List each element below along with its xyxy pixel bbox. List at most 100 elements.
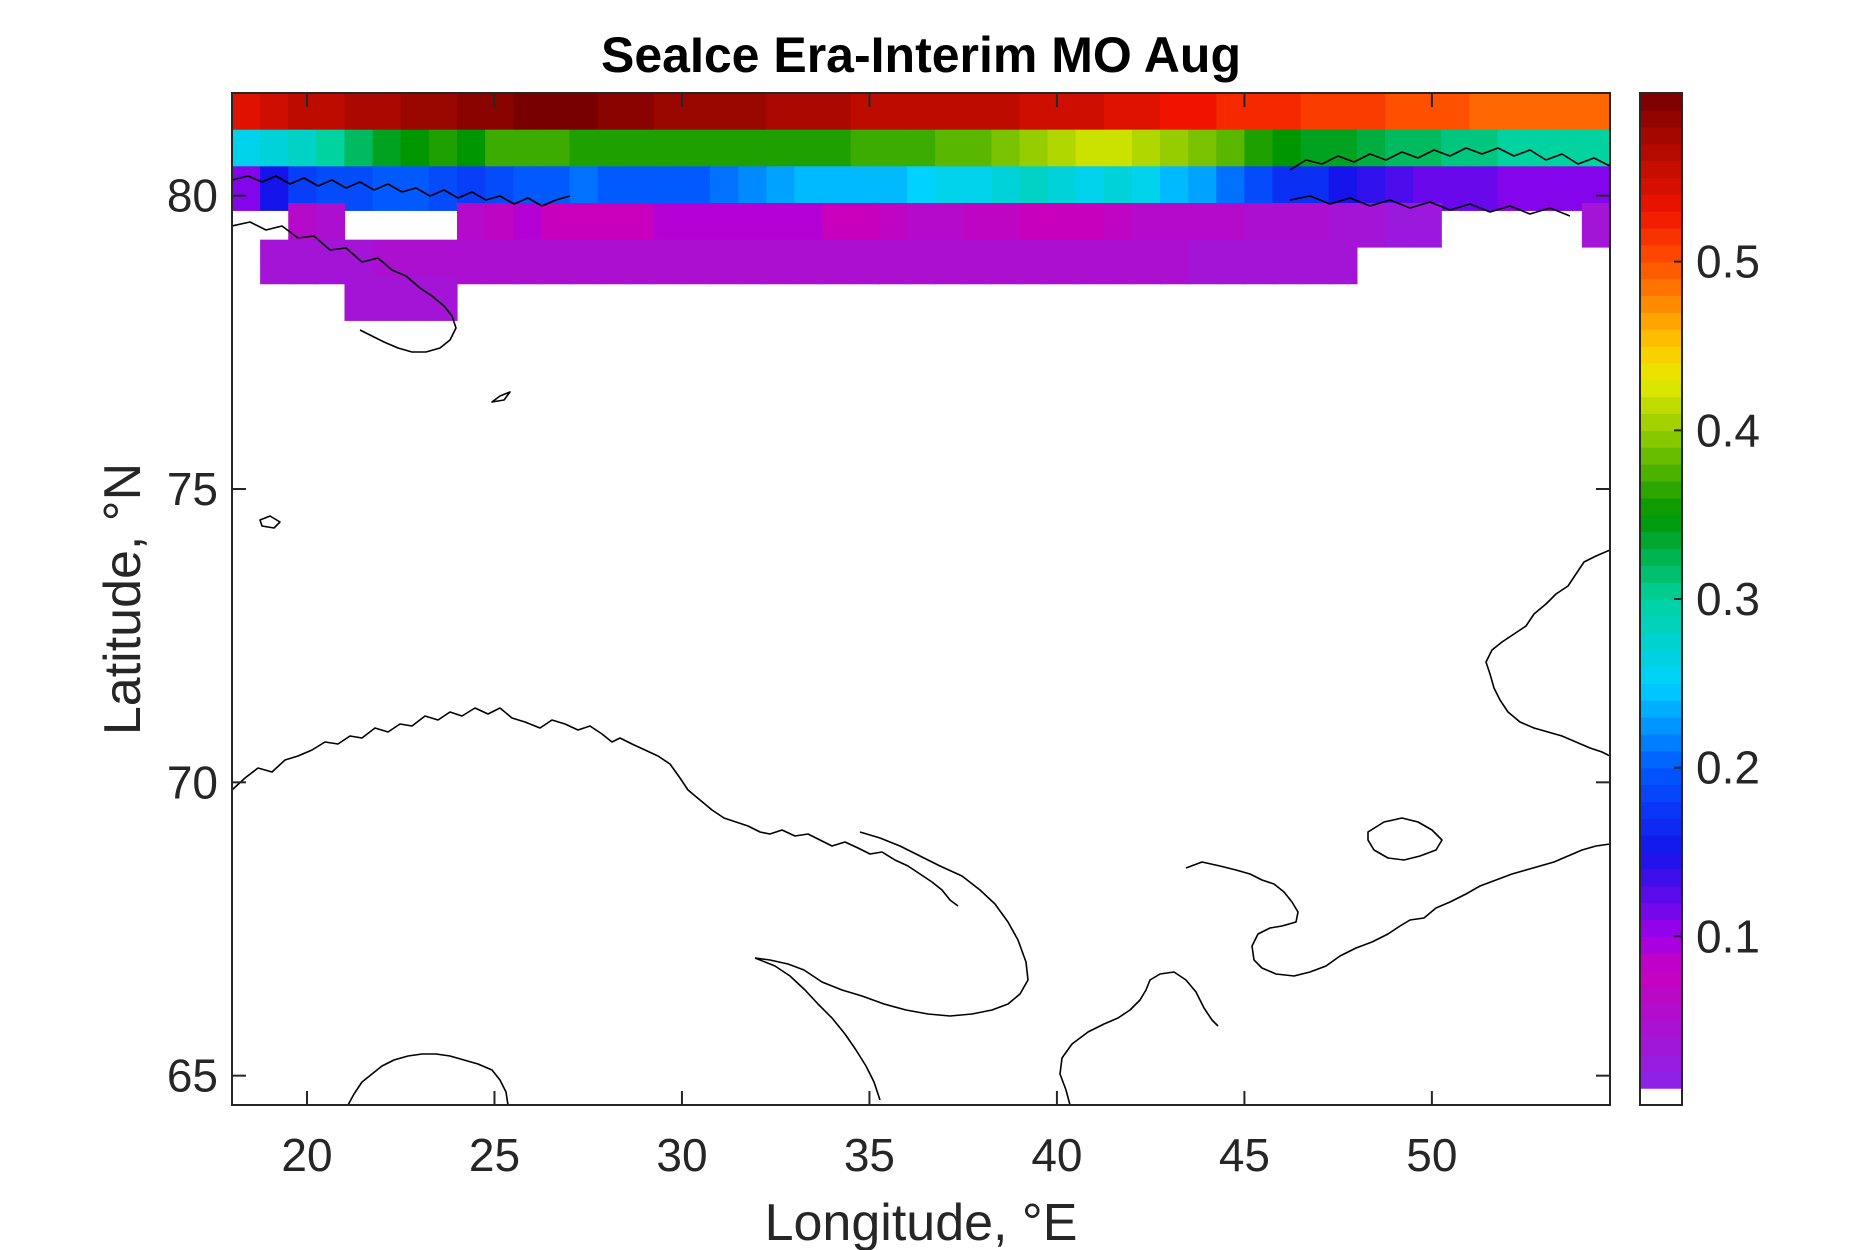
heatmap-cell: [232, 166, 261, 211]
colorbar-band: [1640, 868, 1682, 887]
chart-title: SeaIce Era-Interim MO Aug: [601, 27, 1241, 83]
colorbar-band: [1640, 548, 1682, 566]
heatmap-cell: [1413, 203, 1442, 248]
colorbar-band: [1640, 565, 1682, 583]
heatmap-cell: [1216, 239, 1246, 285]
colorbar-band: [1640, 430, 1682, 448]
colorbar-band: [1640, 835, 1682, 853]
colorbar-band: [1640, 109, 1682, 128]
coastline-layer: [232, 147, 1610, 1105]
heatmap-cell: [260, 239, 289, 285]
colorbar-band: [1640, 582, 1682, 600]
heatmap-cell: [569, 239, 599, 285]
colorbar-band: [1640, 1071, 1682, 1089]
y-tick-label: 75: [167, 463, 218, 515]
heatmap-cell: [653, 239, 683, 285]
heatmap-cell: [1047, 239, 1077, 285]
colorbar-band: [1640, 649, 1682, 668]
coastline-kola-peninsula: [754, 831, 1029, 1017]
heatmap-cell: [710, 239, 739, 285]
x-tick-label: 25: [469, 1129, 520, 1181]
heatmap-cell: [316, 239, 346, 285]
heatmap-cell: [1553, 166, 1583, 211]
heatmap-cell: [1019, 239, 1049, 285]
colorbar-band: [1640, 936, 1682, 954]
x-tick-label: 45: [1219, 1129, 1270, 1181]
heatmap-cell: [766, 239, 796, 285]
colorbar-band: [1640, 784, 1682, 802]
heatmap-cell: [625, 239, 655, 285]
colorbar-band: [1640, 1088, 1682, 1106]
colorbar-band: [1640, 295, 1682, 313]
y-axis-label: Latitude, °N: [94, 463, 152, 735]
heatmap-cell: [541, 239, 571, 285]
heatmap-cell: [428, 166, 458, 211]
colorbar-band: [1640, 396, 1682, 415]
heatmap-cell: [681, 239, 711, 285]
colorbar-band: [1640, 514, 1682, 533]
heatmap-cell: [372, 276, 402, 321]
colorbar-band: [1640, 531, 1682, 549]
colorbar-band: [1640, 919, 1682, 937]
colorbar-band: [1640, 497, 1682, 516]
heatmap-cell: [428, 276, 458, 321]
colorbar-band: [1640, 953, 1682, 971]
x-tick-label: 30: [656, 1129, 707, 1181]
colorbar-band: [1640, 885, 1682, 904]
x-tick-label: 40: [1031, 1129, 1082, 1181]
colorbar-band: [1640, 733, 1682, 752]
colorbar-band: [1640, 818, 1682, 836]
colorbar-band: [1640, 143, 1682, 162]
heatmap-cell: [456, 239, 486, 285]
heatmap-cell: [850, 239, 880, 285]
coastline-islet: [491, 391, 511, 403]
x-tick-label: 50: [1406, 1129, 1457, 1181]
x-axis-ticks: 20 25 30 35 40 45 50: [281, 93, 1457, 1181]
coastline-white-sea: [754, 957, 1219, 1105]
coastline-novaya-zemlya: [1485, 549, 1610, 757]
heatmap-cell: [1075, 239, 1105, 285]
y-tick-label: 80: [167, 170, 218, 222]
colorbar-band: [1640, 211, 1682, 229]
colorbar-tick-label: 0.5: [1696, 236, 1760, 288]
heatmap-cell: [935, 239, 964, 285]
heatmap-cell: [344, 166, 374, 211]
colorbar-tick-label: 0.2: [1696, 742, 1760, 794]
colorbar-band: [1640, 683, 1682, 701]
colorbar-band: [1640, 632, 1682, 651]
colorbar-tick-label: 0.4: [1696, 404, 1760, 456]
heatmap-cell: [1300, 239, 1330, 285]
y-tick-label: 70: [167, 756, 218, 808]
colorbar-band: [1640, 700, 1682, 718]
heatmap-cell: [1581, 203, 1610, 248]
heatmap-cell: [878, 239, 908, 285]
colorbar-band: [1640, 1037, 1682, 1055]
coastline-kolguev-island: [1367, 817, 1443, 861]
x-tick-label: 20: [281, 1129, 332, 1181]
heatmap-cell: [597, 239, 627, 285]
colorbar: 0.1 0.2 0.3 0.4 0.5: [1639, 92, 1760, 1106]
colorbar-band: [1640, 346, 1682, 364]
colorbar-band: [1640, 615, 1682, 634]
colorbar-band: [1640, 717, 1682, 735]
colorbar-band: [1640, 244, 1682, 263]
heatmap-cells: [232, 93, 1610, 321]
heatmap-cell: [794, 239, 824, 285]
heatmap-cell: [1131, 239, 1161, 285]
colorbar-band: [1640, 126, 1682, 145]
heatmap-cell: [738, 239, 767, 285]
heatmap-cell: [485, 239, 514, 285]
colorbar-band: [1640, 1054, 1682, 1072]
colorbar-band: [1640, 1003, 1682, 1022]
colorbar-tick-label: 0.1: [1696, 910, 1760, 962]
colorbar-band: [1640, 599, 1682, 617]
heatmap-cell: [1160, 239, 1189, 285]
colorbar-band: [1640, 278, 1682, 296]
colorbar-band: [1640, 362, 1682, 381]
heatmap-cell: [1244, 239, 1274, 285]
heatmap-cell: [963, 239, 992, 285]
colorbar-band: [1640, 852, 1682, 870]
heatmap-cell: [344, 276, 374, 321]
heatmap-cell: [260, 166, 289, 211]
heatmap-cell: [1497, 166, 1527, 211]
